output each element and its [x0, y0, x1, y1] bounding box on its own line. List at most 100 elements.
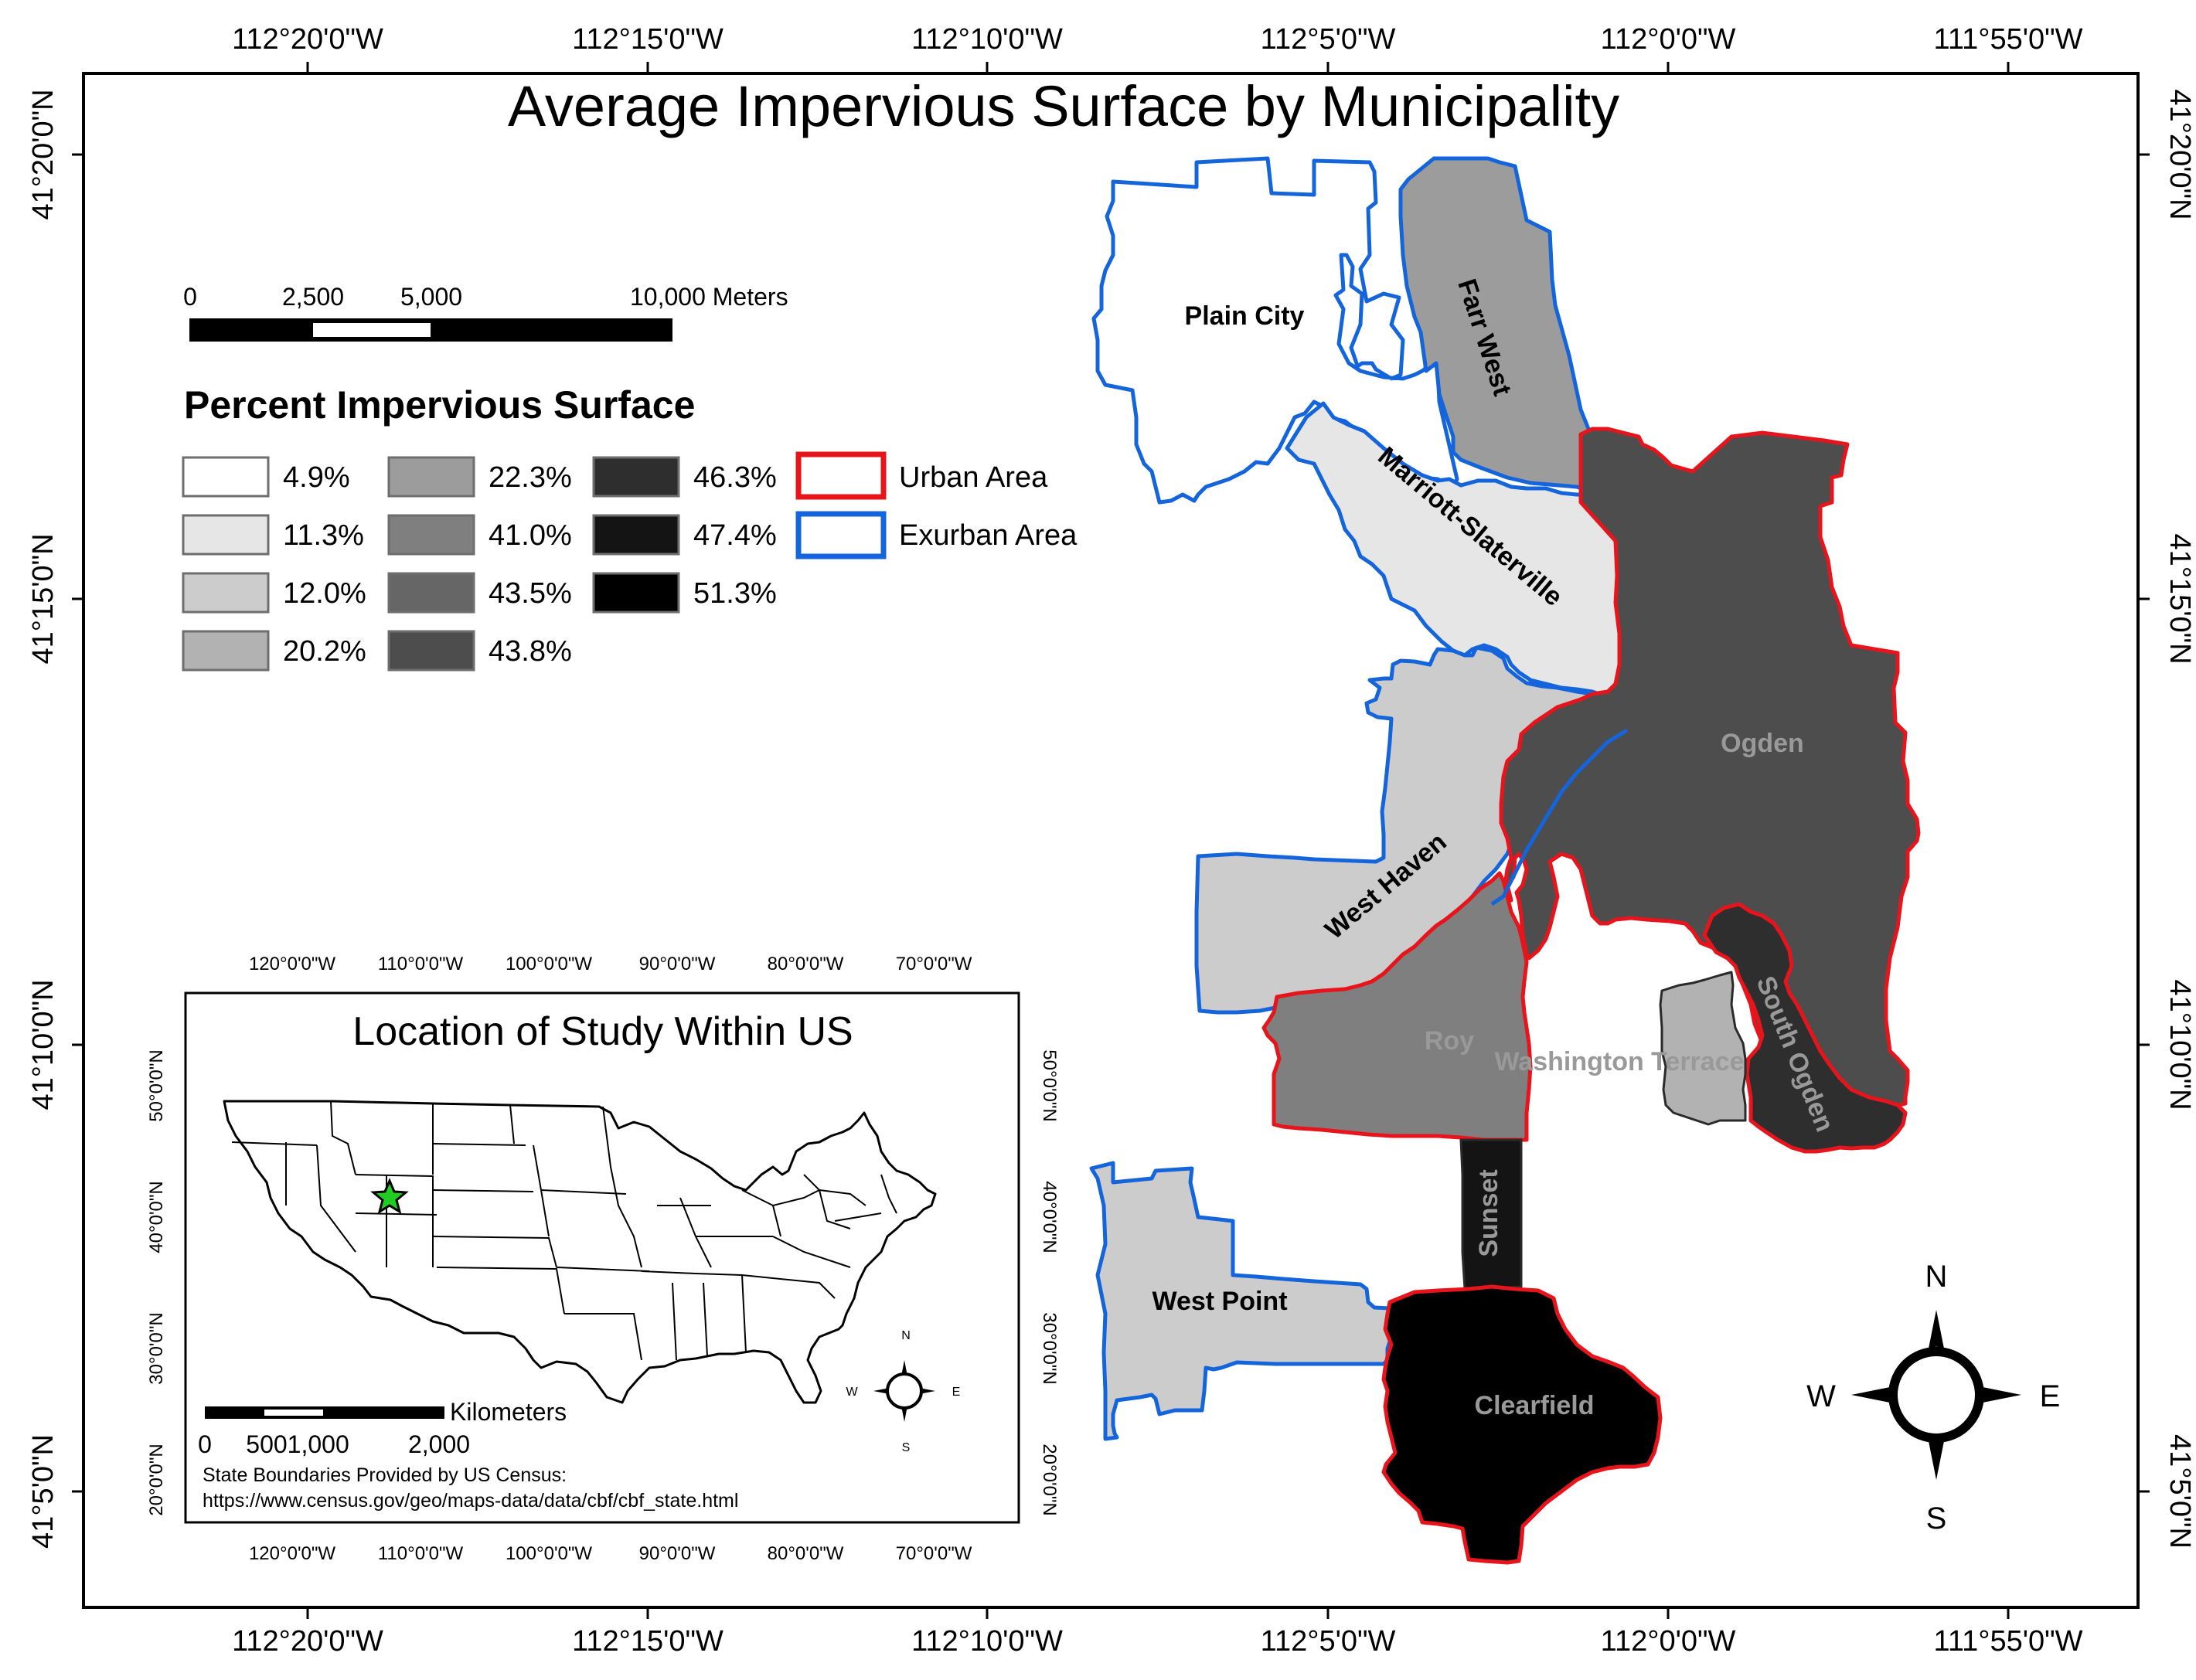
clearfield-polygon: [1381, 1284, 1663, 1565]
graticule-ticks: [72, 62, 2150, 1619]
scale-tick-label: 5,000: [400, 283, 462, 311]
scale-tick-label: 2,500: [282, 283, 344, 311]
legend-swatch: [387, 630, 475, 672]
inset-lon-bottom: 110°0'0"W: [378, 1543, 464, 1564]
inset-lat-right: 50°0'0"N: [1039, 1049, 1060, 1121]
graticule-top: 112°20'0"W 112°15'0"W 112°10'0"W 112°5'0…: [232, 23, 2083, 56]
lon-label-bottom: 112°5'0"W: [1261, 1625, 1396, 1658]
south-ogden-polygon: [1702, 902, 1908, 1154]
lat-label-right: 41°5'0"N: [2164, 1434, 2196, 1549]
inset-scale-unit: Kilometers: [450, 1398, 567, 1426]
inset-lon-top: 110°0'0"W: [378, 954, 464, 974]
inset-compass-s: S: [902, 1441, 911, 1454]
inset-lon-top: 70°0'0"W: [896, 954, 972, 974]
lat-label-right: 41°20'0"N: [2164, 89, 2196, 219]
inset-lon-top: 100°0'0"W: [506, 954, 592, 974]
sunset-label: Sunset: [1474, 1169, 1503, 1257]
inset-lat-left: 20°0'0"N: [146, 1444, 167, 1515]
legend-swatches: [182, 456, 680, 672]
plain-city-polygon: [1091, 156, 1459, 505]
inset-lon-top: 90°0'0"W: [639, 954, 716, 974]
scale-bar: 0 2,500 5,000 10,000 Meters: [183, 283, 788, 342]
lat-label-right: 41°15'0"N: [2164, 533, 2196, 664]
legend-swatch: [182, 514, 270, 556]
lat-label-right: 41°10'0"N: [2164, 979, 2196, 1110]
legend-label: 43.8%: [489, 635, 572, 668]
legend-title: Percent Impervious Surface: [184, 383, 695, 427]
scale-bar-segment: [313, 323, 431, 337]
study-location-star: [370, 1178, 409, 1215]
compass-ring: [1888, 1347, 1984, 1443]
lon-label-top: 112°10'0"W: [911, 23, 1063, 56]
inset-compass-e: E: [952, 1386, 961, 1399]
inset-lat-left: 40°0'0"N: [146, 1181, 167, 1253]
compass-n-label: N: [1925, 1260, 1948, 1294]
ogden-label: Ogden: [1721, 729, 1804, 758]
lat-label-left: 41°20'0"N: [27, 89, 60, 219]
lon-label-bottom: 112°20'0"W: [232, 1625, 383, 1658]
legend-swatch: [387, 514, 475, 556]
inset-compass-n: N: [901, 1329, 911, 1342]
exurban-area-label: Exurban Area: [899, 519, 1078, 552]
inset-lat-right: 40°0'0"N: [1039, 1181, 1060, 1253]
exurban-boundary-line: [1490, 728, 1629, 906]
clearfield-label: Clearfield: [1475, 1391, 1595, 1420]
inset-credit-line2: https://www.census.gov/geo/maps-data/dat…: [203, 1490, 738, 1512]
legend-swatch: [592, 514, 680, 556]
legend-label: 46.3%: [693, 461, 777, 494]
map-title: Average Impervious Surface by Municipali…: [508, 74, 1619, 138]
legend-swatch: [182, 456, 270, 498]
lon-label-bottom: 112°0'0"W: [1601, 1625, 1736, 1658]
inset-lon-bottom: 90°0'0"W: [639, 1543, 716, 1564]
legend-label: 47.4%: [693, 519, 777, 552]
compass-w-label: W: [1806, 1379, 1836, 1413]
urban-area-swatch: [795, 451, 887, 500]
urban-area-label: Urban Area: [899, 461, 1048, 494]
roy-polygon: [1261, 871, 1533, 1142]
lon-label-top: 112°20'0"W: [232, 23, 383, 56]
legend-label: 22.3%: [489, 461, 572, 494]
legend-swatch: [592, 572, 680, 614]
lat-label-left: 41°5'0"N: [27, 1434, 60, 1549]
compass-e-label: E: [2040, 1379, 2061, 1413]
scale-bar-body: [189, 318, 672, 342]
us-outline: [223, 1100, 937, 1404]
exurban-area-swatch: [795, 511, 887, 559]
legend: Percent Impervious Surface 4.9% 11.3% 12…: [182, 383, 1078, 672]
inset-compass-w: W: [846, 1386, 858, 1399]
scale-tick-label: 0: [183, 283, 197, 311]
west-point-label: West Point: [1152, 1287, 1287, 1316]
inset-map: 120°0'0"W 110°0'0"W 100°0'0"W 90°0'0"W 8…: [146, 954, 1060, 1564]
legend-swatch: [182, 572, 270, 614]
north-arrow: N S E W: [1806, 1260, 2060, 1535]
legend-label: 51.3%: [693, 577, 777, 610]
lon-label-bottom: 112°15'0"W: [572, 1625, 723, 1658]
washington-terrace-polygon: [1659, 971, 1747, 1126]
inset-lat-left: 50°0'0"N: [146, 1049, 167, 1121]
legend-label: 43.5%: [489, 577, 572, 610]
lon-label-bottom: 111°55'0"W: [1934, 1625, 2083, 1658]
legend-swatch: [182, 630, 270, 672]
inset-lat-right: 30°0'0"N: [1039, 1312, 1060, 1384]
plain-city-label: Plain City: [1185, 301, 1305, 331]
washington-terrace-label: Washington Terrace: [1494, 1047, 1744, 1076]
inset-scale-bar: [205, 1406, 444, 1419]
inset-title: Location of Study Within US: [352, 1009, 853, 1054]
graticule-right: 41°20'0"N 41°15'0"N 41°10'0"N 41°5'0"N: [2164, 89, 2196, 1548]
roy-label: Roy: [1425, 1026, 1474, 1056]
lon-label-bottom: 112°10'0"W: [911, 1625, 1063, 1658]
inset-lat-left: 30°0'0"N: [146, 1312, 167, 1384]
legend-label: 11.3%: [283, 519, 364, 552]
lat-label-left: 41°15'0"N: [27, 533, 60, 664]
legend-label: 41.0%: [489, 519, 572, 552]
legend-label: 4.9%: [283, 461, 350, 494]
lon-label-top: 112°5'0"W: [1261, 23, 1396, 56]
lon-label-top: 112°15'0"W: [572, 23, 723, 56]
lat-label-left: 41°10'0"N: [27, 979, 60, 1110]
legend-swatch: [387, 572, 475, 614]
lon-label-top: 112°0'0"W: [1601, 23, 1736, 56]
farr-west-polygon: [1398, 156, 1591, 493]
inset-lon-top: 120°0'0"W: [249, 954, 335, 974]
inset-scale-tick: 2,000: [408, 1430, 470, 1458]
us-state-lines: [231, 1100, 897, 1361]
